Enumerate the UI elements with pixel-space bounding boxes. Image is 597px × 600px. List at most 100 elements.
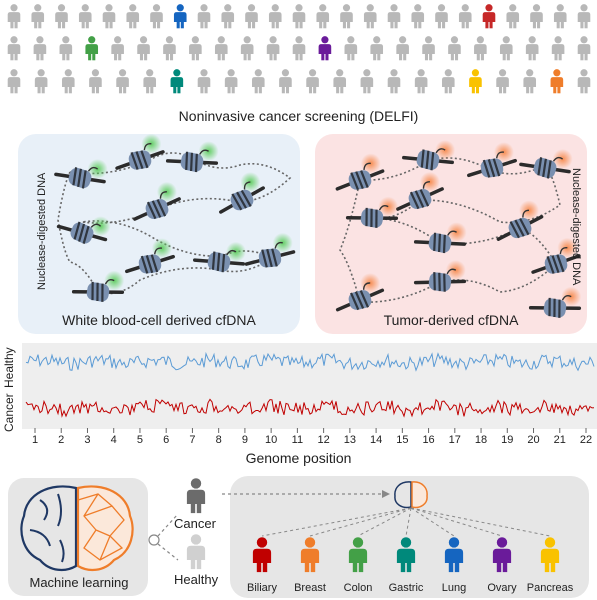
person-icon	[221, 4, 235, 29]
genome-tick-label: 17	[448, 434, 461, 446]
tumor-nucleosome	[531, 237, 581, 274]
genome-tick-label: 20	[527, 434, 540, 446]
genome-tick-label: 19	[501, 434, 514, 446]
healthy-profile-line	[25, 351, 595, 372]
person-icon	[143, 69, 157, 94]
wbc-nucleosome	[133, 181, 181, 221]
person-icon	[251, 69, 265, 94]
person-icon	[7, 69, 21, 94]
wbc-panel-caption: White blood-cell derived cfDNA	[62, 312, 256, 328]
wbc-nucleosome	[165, 141, 219, 173]
person-icon	[396, 36, 409, 61]
person-icon	[7, 4, 21, 29]
person-icon	[102, 4, 116, 29]
tumor-nucleosome	[528, 286, 582, 318]
person-icon	[530, 4, 543, 29]
person-icon	[525, 36, 539, 61]
person-icon	[387, 4, 401, 29]
wbc-nucleosome	[192, 241, 246, 273]
person-icon	[292, 4, 306, 29]
genome-tick-label: 8	[215, 434, 222, 446]
tissue-arrow	[410, 507, 503, 537]
person-icon	[577, 69, 591, 94]
tissue-person-icon	[300, 537, 320, 573]
person-icon	[89, 69, 102, 94]
person-icon	[59, 36, 73, 61]
tumor-nucleosome	[519, 149, 573, 179]
tumor-nucleosome	[413, 260, 467, 292]
wbc-nucleosome	[219, 172, 265, 214]
tissue-label: Ovary	[487, 582, 517, 594]
person-icon	[197, 69, 211, 94]
tumor-nucleosome	[496, 200, 544, 241]
person-icon	[523, 69, 537, 94]
person-icon	[189, 36, 202, 61]
genome-tick-label: 18	[474, 434, 488, 446]
person-icon	[240, 36, 254, 61]
genome-axis-title: Genome position	[245, 450, 352, 466]
tumor-nucleosome	[413, 222, 467, 254]
person-icon	[448, 36, 461, 61]
genome-tick-label: 6	[163, 434, 170, 446]
highlighted-person-icon	[550, 69, 564, 94]
person-icon	[506, 4, 520, 29]
person-icon	[163, 36, 176, 61]
person-icon	[414, 69, 428, 94]
tissue-arrow	[357, 507, 412, 537]
screening-population	[7, 4, 591, 94]
person-icon	[214, 36, 228, 61]
screening-caption: Noninvasive cancer screening (DELFI)	[178, 108, 419, 124]
person-icon	[458, 4, 472, 29]
cancer-profile-line	[25, 398, 595, 418]
highlighted-person-icon	[482, 4, 496, 29]
ml-cancer-label: Cancer	[174, 516, 216, 531]
ml-healthy-label: Healthy	[174, 572, 219, 587]
brain-icon	[20, 485, 134, 572]
arrowhead-icon	[382, 490, 390, 498]
tissue-person-icon	[540, 537, 560, 573]
person-icon	[116, 69, 129, 94]
profile-background	[22, 343, 597, 429]
highlighted-person-icon	[173, 4, 187, 29]
person-icon	[360, 69, 374, 94]
tissue-label: Biliary	[247, 582, 277, 594]
genome-tick-label: 4	[110, 434, 117, 446]
person-icon	[340, 4, 353, 29]
genome-tick-label: 14	[369, 434, 383, 446]
person-icon	[126, 4, 140, 29]
wbc-nucleosome	[71, 270, 125, 302]
person-icon	[577, 4, 591, 29]
wbc-nucleosome	[56, 216, 111, 244]
person-icon	[441, 69, 455, 94]
person-icon	[245, 4, 258, 29]
person-icon	[34, 69, 48, 94]
genome-tick-label: 12	[317, 434, 330, 446]
highlighted-person-icon	[469, 69, 482, 94]
tumor-panel-caption: Tumor-derived cfDNA	[383, 312, 519, 328]
genome-tick-label: 9	[241, 434, 248, 446]
genome-tick-label: 3	[84, 434, 91, 446]
person-icon	[268, 4, 282, 29]
highlighted-person-icon	[170, 69, 184, 94]
ml-label: Machine learning	[29, 575, 129, 590]
small-brain-icon	[394, 481, 428, 509]
person-icon	[197, 4, 211, 29]
person-icon	[224, 69, 238, 94]
tissue-arrow	[261, 507, 412, 537]
tissue-label: Lung	[441, 582, 467, 594]
branch-node	[148, 534, 160, 546]
tissue-person-icon	[396, 537, 416, 573]
genome-tick-label: 1	[31, 434, 39, 446]
highlighted-person-icon	[318, 36, 332, 61]
tumor-nucleosome	[467, 142, 517, 178]
genome-tick-label: 21	[553, 434, 566, 446]
tumor-nucleosome	[335, 273, 385, 312]
genome-tick-label: 11	[291, 434, 304, 446]
tumor-nucleosome	[402, 140, 456, 171]
person-icon	[474, 36, 487, 61]
tumor-dna-chain	[339, 157, 561, 303]
person-icon	[422, 36, 435, 61]
healthy-person-icon	[186, 534, 206, 570]
tissue-label: Pancreas	[526, 582, 574, 594]
